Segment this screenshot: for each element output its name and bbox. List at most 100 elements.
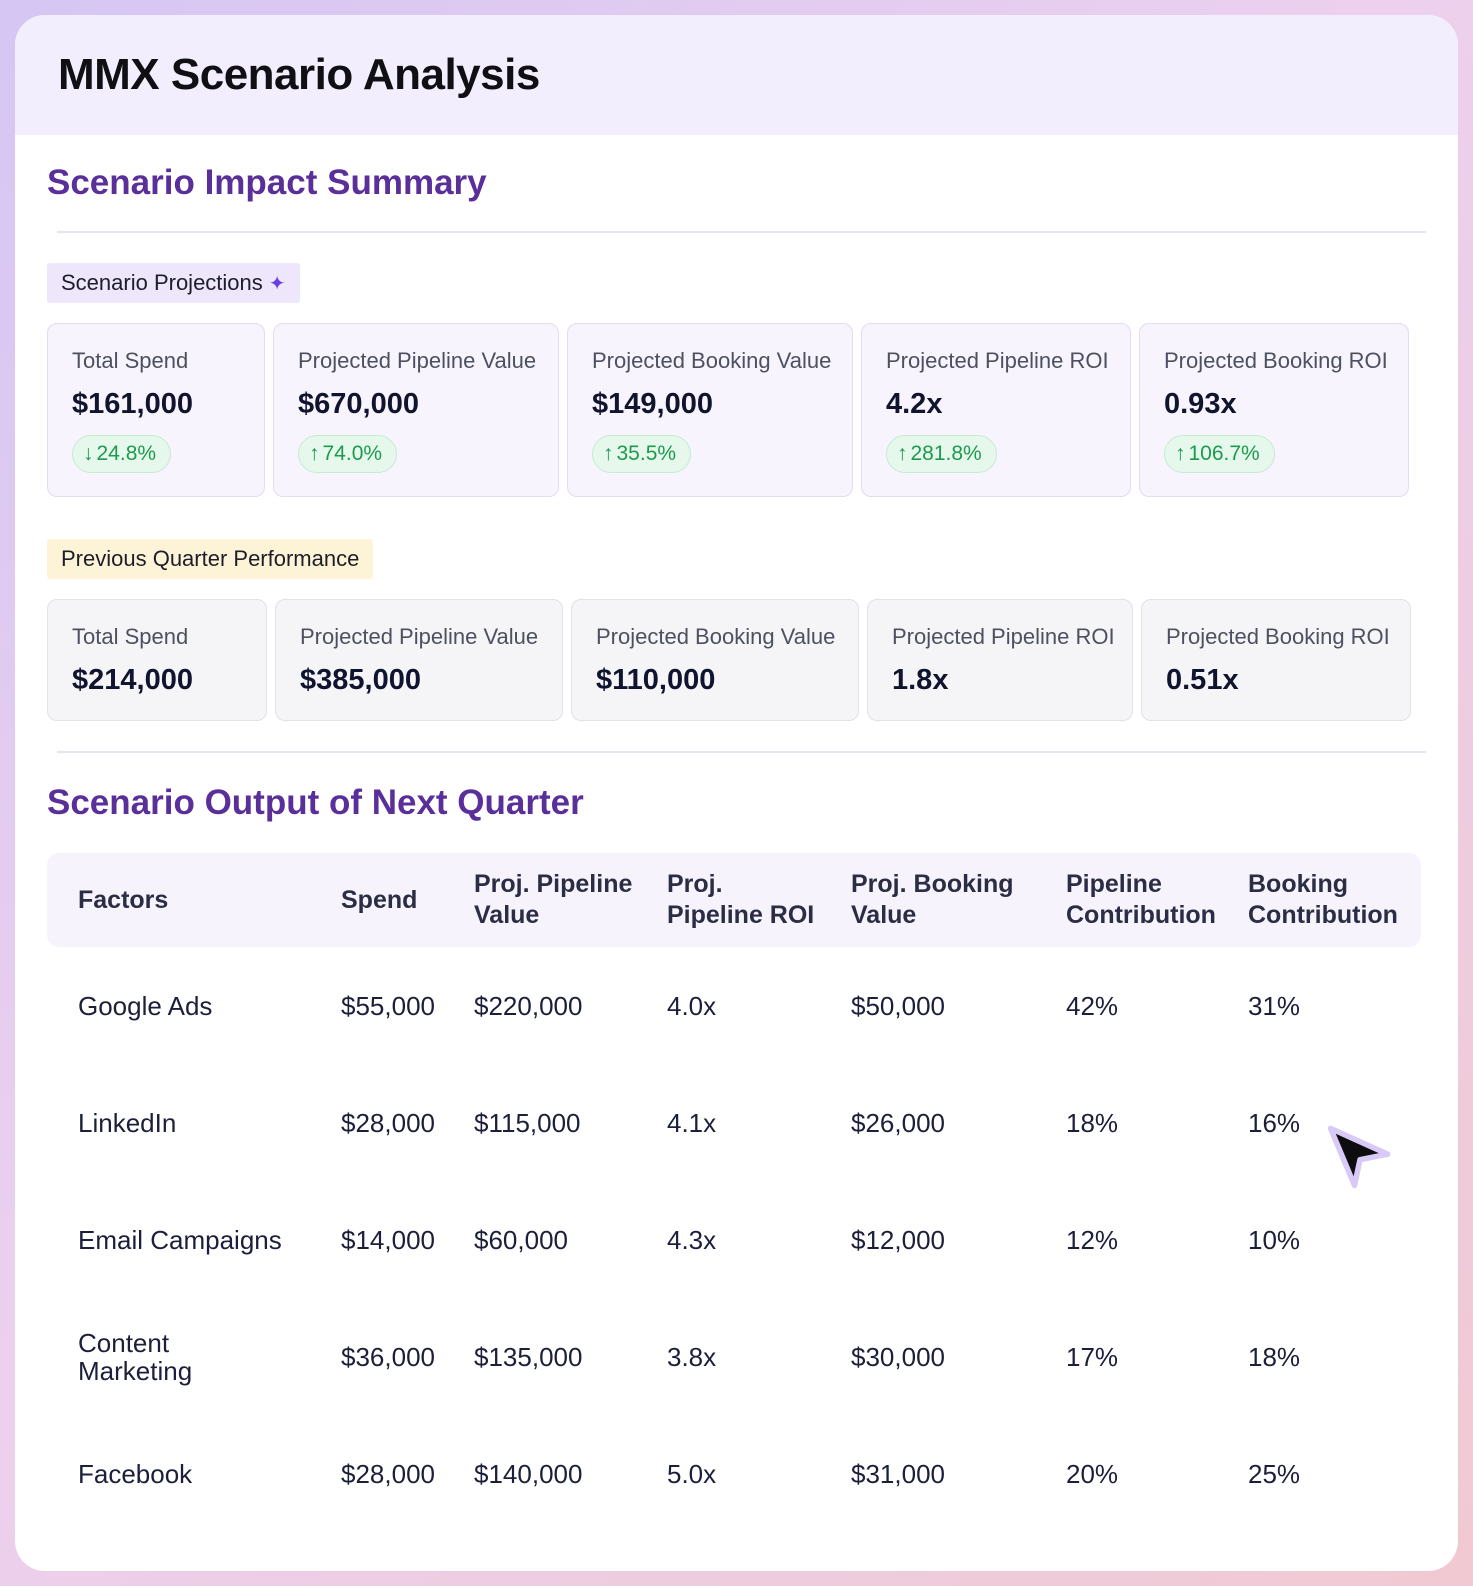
column-header-line: Value [851,901,917,929]
previous-card: Projected Pipeline Value $385,000 [275,599,563,721]
card-label: Projected Booking ROI [1164,348,1388,373]
card-label: Total Spend [72,624,189,649]
pipeline-contribution-cell: 12% [1066,1224,1119,1255]
column-header: Proj. Pipeline Value [474,853,667,947]
previous-quarter-label: Previous Quarter Performance [47,539,374,579]
column-header-line: Booking [1248,870,1348,898]
card-value: $670,000 [298,388,419,420]
booking-value-cell: $31,000 [851,1458,945,1489]
card-value: 4.2x [886,388,943,420]
change-badge: ↑ 35.5% [592,435,692,473]
booking-contribution-cell: 16% [1248,1107,1301,1138]
main-content: Scenario Impact Summary Scenario Project… [15,163,1458,1532]
column-header-line: Pipeline ROI [667,901,815,929]
column-header-line: Proj. Pipeline [474,870,633,898]
column-header-line: Contribution [1066,901,1216,929]
change-value: 35.5% [616,442,677,465]
card-label: Projected Pipeline Value [300,624,539,649]
column-header-line: Value [474,901,540,929]
booking-value-cell: $26,000 [851,1107,945,1138]
factor-name: Marketing [78,1355,193,1386]
pipeline-value-cell: $135,000 [474,1341,583,1372]
factor-name: Google Ads [78,990,213,1021]
booking-contribution-cell: 18% [1248,1341,1301,1372]
pipeline-value-cell: $115,000 [474,1107,581,1138]
projection-cards: Total Spend $161,000 ↓ 24.8% Projected Pipel… [47,323,1426,497]
arrow-down-icon: ↓ [83,442,94,465]
app-header: MMX Scenario Analysis [15,15,1458,135]
pipeline-roi-cell: 3.8x [667,1341,717,1372]
column-header: Pipeline Contribution [1066,853,1248,947]
table-row: Google Ads $55,000 $220,000 4.0x $50,000 42% 3… [47,947,1421,1064]
factor-cell: Facebook [47,1415,341,1532]
previous-card: Total Spend $214,000 [47,599,267,721]
previous-cards: Total Spend $214,000 Projected Pipeline Va… [47,599,1426,721]
factor-cell: Email Campaigns [47,1181,341,1298]
sparkle-icon: ✦ [268,272,286,295]
projection-card: Projected Booking ROI 0.93x ↑ 106.7% [1139,323,1409,497]
output-title: Scenario Output of Next Quarter [47,783,584,822]
card-label: Projected Pipeline ROI [892,624,1115,649]
spend-cell: $28,000 [341,1107,435,1138]
factor-name: LinkedIn [78,1107,177,1138]
factor-cell: LinkedIn [47,1064,341,1181]
card-value: $110,000 [596,664,716,696]
previous-card: Projected Booking ROI 0.51x [1141,599,1411,721]
table-body: Google Ads $55,000 $220,000 4.0x $50,000 42% 3… [47,947,1421,1532]
column-header: Proj. Pipeline ROI [667,853,851,947]
table-row: Content Marketing $36,000 $135,000 3.8x $30,0… [47,1298,1421,1415]
factor-name: Facebook [78,1458,193,1489]
spend-cell: $36,000 [341,1341,435,1372]
arrow-up-icon: ↑ [309,442,320,465]
booking-value-cell: $30,000 [851,1341,945,1372]
spend-cell: $55,000 [341,990,435,1021]
change-value: 106.7% [1188,442,1260,465]
column-header-line: Proj. Booking [851,870,1014,898]
booking-contribution-cell: 25% [1248,1458,1301,1489]
card-label: Projected Booking Value [596,624,836,649]
card-value: 0.93x [1164,388,1237,420]
column-header-line: Pipeline [1066,870,1162,898]
arrow-up-icon: ↑ [1175,442,1186,465]
column-header-line: Contribution [1248,901,1398,929]
pipeline-roi-cell: 5.0x [667,1458,717,1489]
factor-name: Email Campaigns [78,1224,282,1255]
change-value: 281.8% [910,442,982,465]
column-header-line: Proj. [667,870,723,898]
table-row: Facebook $28,000 $140,000 5.0x $31,000 20% 25% [47,1415,1421,1532]
table-row: Email Campaigns $14,000 $60,000 4.3x $12,000… [47,1181,1421,1298]
card-value: 1.8x [892,664,949,696]
change-badge: ↑ 74.0% [298,435,398,473]
pipeline-contribution-cell: 17% [1066,1341,1119,1372]
app-title: MMX Scenario Analysis [58,50,540,99]
table-header-row: Factors Spend Proj. Pipeline Value Proj. Pipe… [47,853,1421,947]
pipeline-roi-cell: 4.0x [667,990,717,1021]
projection-card: Projected Pipeline Value $670,000 ↑ 74.0% [273,323,559,497]
card-value: 0.51x [1166,664,1239,696]
card-value: $161,000 [72,388,193,420]
card-label: Projected Booking Value [592,348,832,373]
projection-card: Projected Booking Value $149,000 ↑ 35.5% [567,323,853,497]
card-value: $214,000 [72,664,193,696]
booking-contribution-cell: 31% [1248,990,1301,1021]
change-value: 24.8% [96,442,157,465]
booking-value-cell: $12,000 [851,1224,945,1255]
change-badge: ↑ 106.7% [1164,435,1275,473]
column-header: Spend [341,853,474,947]
scenario-projections-label: Scenario Projections ✦ [47,263,300,303]
scenario-output-table: Factors Spend Proj. Pipeline Value Proj. Pipe… [47,853,1421,1532]
pipeline-contribution-cell: 18% [1066,1107,1119,1138]
card-value: $149,000 [592,388,713,420]
arrow-up-icon: ↑ [603,442,614,465]
change-value: 74.0% [322,442,383,465]
pipeline-value-cell: $140,000 [474,1458,583,1489]
booking-contribution-cell: 10% [1248,1224,1301,1255]
change-badge: ↓ 24.8% [72,435,172,473]
column-header: Booking Contribution [1248,853,1421,947]
factor-name: Content [78,1327,170,1358]
pipeline-value-cell: $220,000 [474,990,583,1021]
mouse-cursor-icon [1327,1125,1391,1189]
pipeline-contribution-cell: 42% [1066,990,1119,1021]
summary-title: Scenario Impact Summary [47,163,487,202]
divider [57,751,1426,753]
